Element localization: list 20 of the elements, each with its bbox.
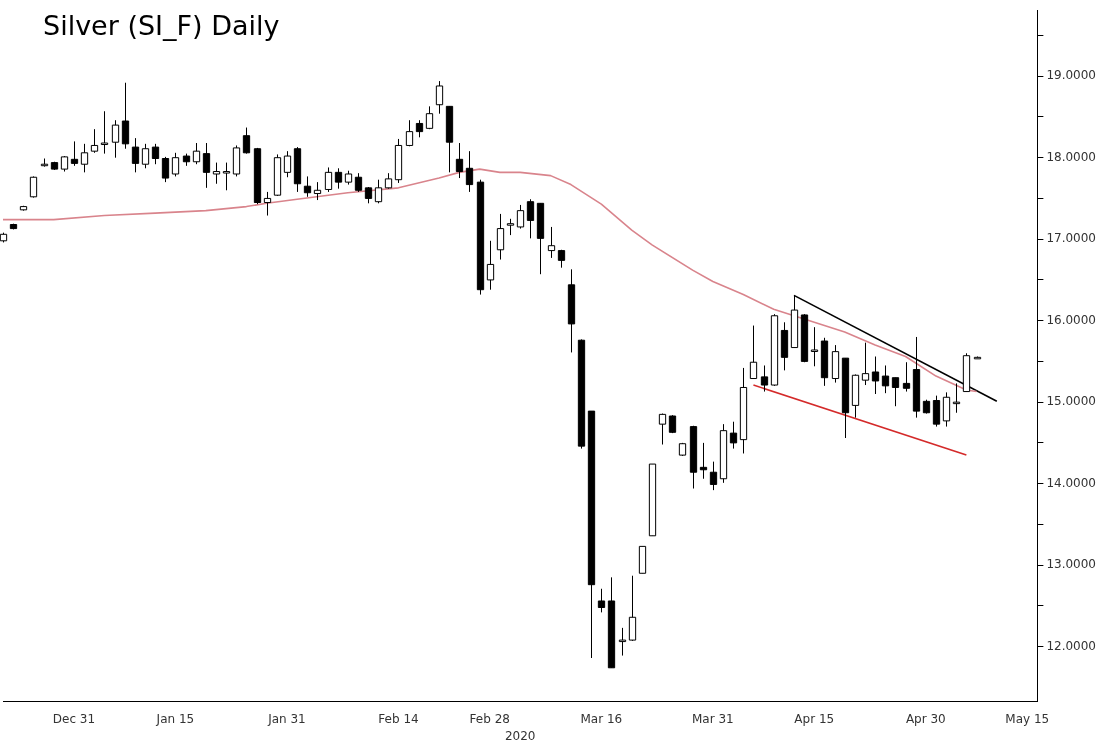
y-tick-label: 19.0000: [1046, 68, 1096, 83]
x-tick-label: Apr 15: [794, 711, 835, 726]
x-tick-label: Jan 15: [155, 711, 195, 726]
x-tick-label: May 15: [1005, 711, 1050, 726]
x-tick-label: Jan 31: [267, 711, 306, 726]
x-tick-label: Dec 31: [52, 711, 96, 726]
y-tick-label: 14.0000: [1046, 475, 1096, 490]
x-tick-label: Feb 28: [469, 711, 510, 726]
y-tick-label: 15.0000: [1046, 394, 1096, 409]
y-tick-label: 16.0000: [1046, 312, 1096, 327]
x-tick-label: Mar 16: [580, 711, 623, 726]
x-tick-label: Mar 31: [692, 711, 734, 726]
y-tick-label: 17.0000: [1046, 231, 1096, 246]
chart-title: Silver (SI_F) Daily: [43, 9, 280, 41]
x-tick-label: Apr 30: [905, 711, 946, 726]
x-tick-label: Feb 14: [378, 711, 419, 726]
y-tick-label: 18.0000: [1046, 149, 1096, 164]
y-tick-label: 13.0000: [1046, 557, 1096, 572]
x-axis-title: 2020: [504, 728, 536, 743]
y-tick-label: 12.0000: [1046, 638, 1096, 653]
